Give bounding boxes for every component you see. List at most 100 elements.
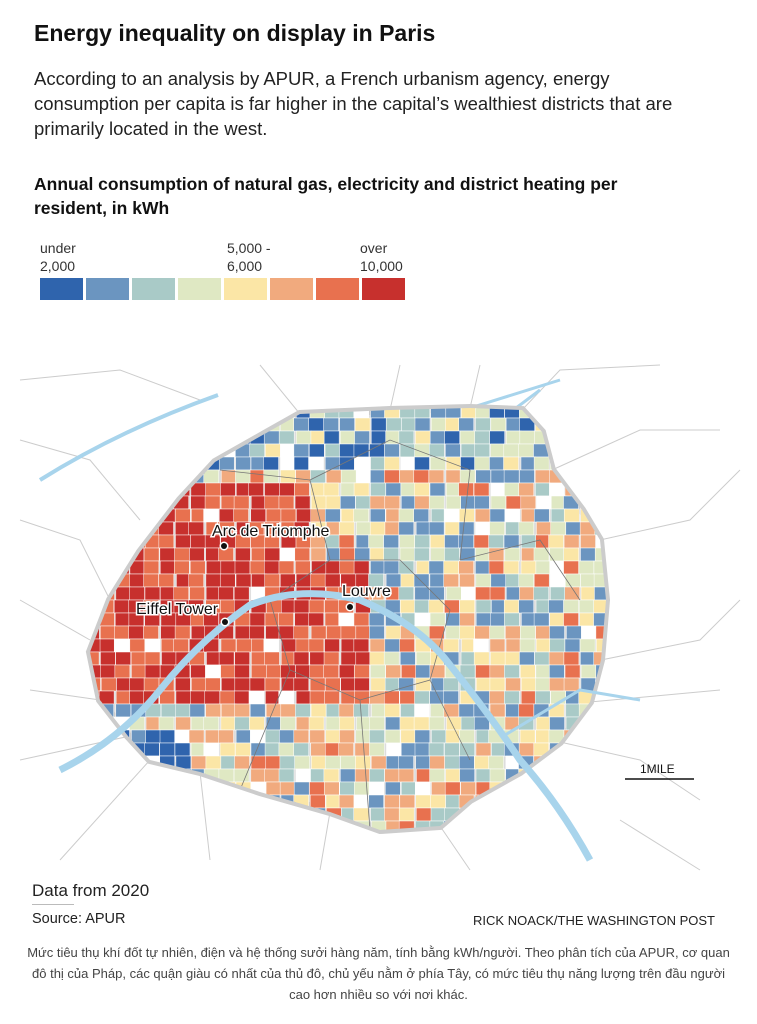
district-cell [90, 807, 101, 822]
district-cell [370, 807, 386, 822]
district-cell [383, 534, 399, 549]
district-cell [370, 677, 387, 692]
district-cell [504, 508, 521, 523]
district-cell [401, 417, 417, 432]
district-cell [204, 690, 221, 705]
district-cell [158, 573, 175, 588]
district-cell [293, 599, 310, 614]
district-cell [175, 703, 191, 718]
district-cell [90, 703, 100, 718]
district-cell [113, 417, 130, 432]
district-cell [428, 586, 445, 601]
district-cell [383, 690, 400, 705]
district-cell [399, 443, 416, 458]
district-cell [191, 408, 207, 419]
district-cell [580, 456, 597, 471]
district-cell [416, 834, 431, 847]
district-cell [429, 768, 445, 783]
district-cell [459, 729, 475, 744]
district-cell [475, 664, 491, 679]
district-cell [265, 508, 282, 523]
district-cell [339, 443, 355, 458]
district-cell [249, 408, 266, 419]
district-cell [263, 430, 280, 445]
district-cell [278, 625, 295, 640]
district-cell [488, 755, 504, 770]
district-cell [160, 703, 177, 718]
district-cell [490, 651, 506, 666]
district-cell [386, 742, 402, 757]
district-cell [294, 547, 311, 562]
district-cell [564, 664, 581, 679]
district-cell [534, 408, 550, 419]
district-cell [235, 547, 251, 562]
district-cell [563, 677, 580, 692]
district-cell [175, 794, 192, 809]
district-cell [428, 560, 445, 575]
district-cell [249, 716, 265, 731]
district-cell [205, 703, 221, 718]
district-cell [191, 677, 207, 692]
district-cell [90, 534, 102, 549]
eiffel-tower-marker [220, 617, 230, 627]
district-cell [458, 560, 474, 575]
district-cell [308, 599, 325, 614]
district-cell [384, 768, 400, 783]
district-cell [90, 794, 101, 809]
district-cell [474, 456, 490, 471]
district-cell [295, 560, 311, 575]
district-cell [353, 443, 370, 458]
district-cell [520, 690, 537, 705]
district-cell [325, 729, 341, 744]
district-cell [249, 677, 266, 692]
district-cell [505, 677, 521, 692]
district-cell [415, 430, 431, 445]
caption: Mức tiêu thụ khí đốt tự nhiên, điện và h… [27, 945, 730, 1002]
district-cell [308, 716, 325, 731]
district-cell [518, 794, 535, 809]
district-cell [293, 456, 310, 471]
district-cell [595, 456, 606, 471]
district-cell [324, 834, 339, 847]
district-cell [519, 781, 536, 796]
district-cell [566, 625, 582, 640]
district-cell [549, 612, 565, 627]
chart-title: Annual consumption of natural gas, elect… [34, 174, 618, 218]
district-cell [116, 834, 131, 847]
district-cell [383, 547, 399, 562]
district-cell [188, 807, 205, 822]
district-cell [518, 573, 534, 588]
district-cell [399, 469, 415, 484]
district-cell [234, 690, 250, 705]
district-cell [353, 612, 370, 627]
district-cell [354, 547, 371, 562]
scale-label: 1MILE [640, 762, 675, 776]
district-cell [460, 443, 477, 458]
district-cell [460, 716, 477, 731]
district-cell [235, 573, 252, 588]
district-cell [116, 768, 132, 783]
district-cell [518, 482, 535, 497]
district-cell [580, 482, 596, 497]
district-cell [296, 430, 312, 445]
district-cell [445, 625, 462, 640]
district-cell [581, 625, 597, 640]
district-cell [354, 742, 371, 757]
district-cell [308, 417, 324, 432]
district-cell [295, 638, 312, 653]
district-cell [428, 742, 445, 757]
district-cell [385, 508, 402, 523]
district-cell [90, 508, 100, 523]
district-cell [339, 716, 355, 731]
legend-mid-2: 6,000 [227, 258, 263, 274]
district-cell [489, 586, 506, 601]
district-cell [220, 755, 237, 770]
district-cell [550, 521, 566, 536]
district-cell [370, 469, 386, 484]
district-cell [294, 495, 311, 510]
district-cell [338, 703, 355, 718]
district-cell [221, 677, 237, 692]
district-cell [578, 820, 594, 830]
district-cell [369, 625, 385, 640]
district-cell [474, 443, 491, 458]
